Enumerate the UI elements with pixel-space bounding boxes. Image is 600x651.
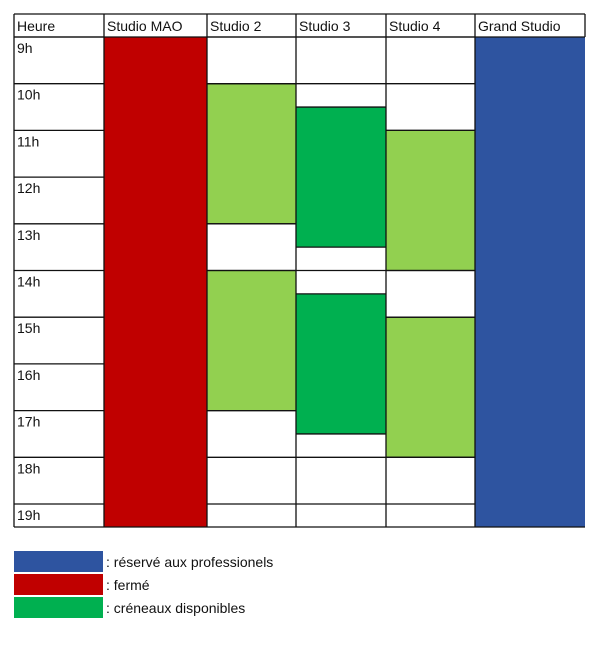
- legend-item-available: : créneaux disponibles: [14, 596, 273, 619]
- timetable-grid: Heure Studio MAO Studio 2 Studio 3 Studio 4 G…: [13, 13, 586, 528]
- slot-block-open_light: [207, 270, 296, 411]
- slot-block-open_light: [386, 317, 475, 458]
- slot-block-open_light: [386, 130, 475, 271]
- slot-block-open_dark: [296, 293, 386, 434]
- column-header: Studio 2: [210, 18, 262, 34]
- hour-label: 12h: [17, 180, 40, 196]
- slot-block-closed: [104, 37, 207, 527]
- slot-block-pro: [475, 37, 585, 527]
- legend-item-pro: : réservé aux professionels: [14, 550, 273, 573]
- column-header: Studio 3: [299, 18, 351, 34]
- legend-label-available: : créneaux disponibles: [106, 599, 246, 616]
- slot-block-open_light: [207, 83, 296, 224]
- hour-label: 19h: [17, 507, 40, 523]
- corner-header: Heure: [17, 18, 55, 34]
- legend-item-closed: : fermé: [14, 573, 273, 596]
- slot-block-open_dark: [296, 107, 386, 248]
- legend-label-pro: : réservé aux professionels: [106, 553, 274, 570]
- column-header: Grand Studio: [478, 18, 561, 34]
- column-header: Studio 4: [389, 18, 441, 34]
- hour-label: 18h: [17, 460, 40, 476]
- hour-label: 13h: [17, 227, 40, 243]
- column-header: Studio MAO: [107, 18, 183, 34]
- legend-swatch-closed: [14, 574, 103, 595]
- legend-swatch-pro: [14, 551, 103, 572]
- legend: : réservé aux professionels : fermé : cr…: [14, 550, 273, 619]
- hour-label: 16h: [17, 367, 40, 383]
- hour-label: 10h: [17, 87, 40, 103]
- hour-label: 15h: [17, 320, 40, 336]
- legend-label-closed: : fermé: [106, 576, 150, 593]
- hour-label: 11h: [17, 133, 39, 149]
- hour-label: 14h: [17, 274, 40, 290]
- hour-label: 17h: [17, 414, 40, 430]
- hour-label: 9h: [17, 40, 33, 56]
- legend-swatch-available: [14, 597, 103, 618]
